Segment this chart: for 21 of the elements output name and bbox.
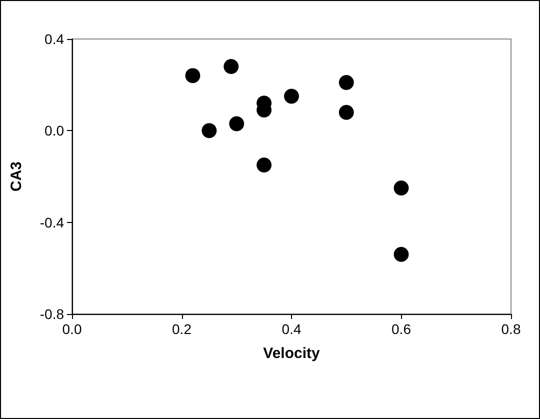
y-tick-label: -0.4	[40, 214, 64, 230]
point	[338, 104, 354, 120]
point	[202, 123, 217, 138]
point	[229, 116, 244, 132]
y-tick-label: 0.4	[44, 31, 64, 47]
point	[185, 68, 200, 84]
x-tick-label: 0.4	[282, 321, 302, 337]
point	[224, 59, 239, 74]
x-tick-label: 0.0	[62, 321, 82, 337]
y-tick-label: 0.0	[44, 122, 64, 139]
x-tick-label: 0.2	[172, 321, 192, 337]
x-tick-label: 0.6	[392, 321, 412, 337]
point	[394, 246, 409, 262]
x-tick-label: 0.8	[501, 321, 521, 337]
point	[284, 88, 299, 104]
point	[394, 180, 409, 196]
y-tick-label: -0.8	[40, 306, 64, 322]
point	[338, 75, 354, 90]
point	[256, 158, 272, 173]
x-axis-title: Velocity	[263, 345, 321, 362]
y-axis-title: CA3	[8, 161, 25, 192]
